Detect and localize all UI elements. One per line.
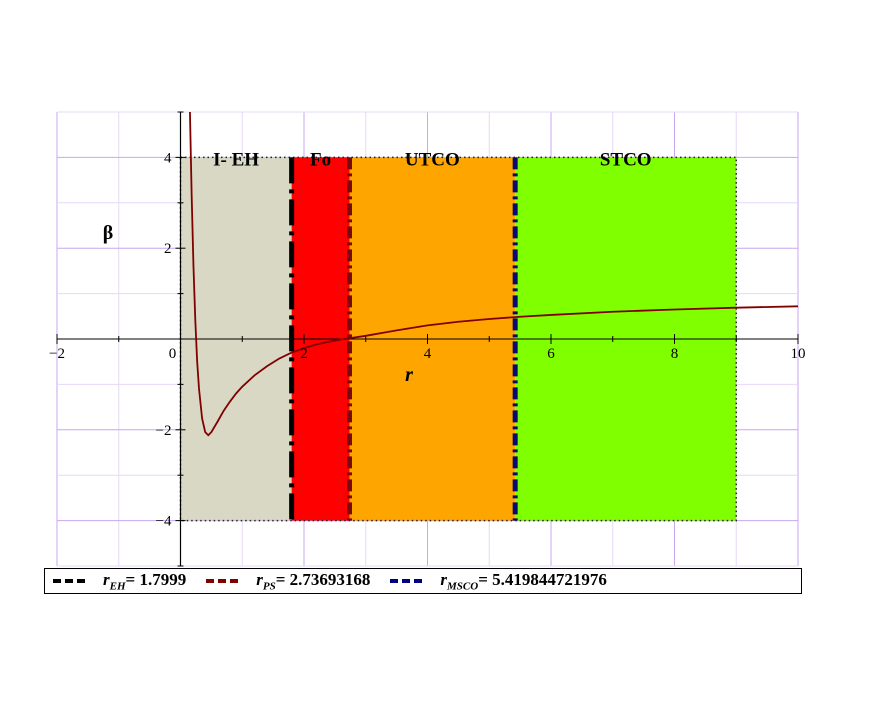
- legend-swatch-ps: [206, 578, 239, 583]
- axes: [56, 111, 799, 567]
- curve-layer: [189, 112, 798, 437]
- legend-label-eh: rEH= 1.7999: [103, 569, 187, 593]
- legend-item-ps: rPS= 2.73693168: [206, 570, 370, 592]
- y-tick-label: −4: [156, 514, 172, 530]
- x-tick-label: 8: [671, 346, 679, 362]
- x-tick-label: 10: [791, 346, 806, 362]
- legend-swatch-msco: [390, 578, 423, 583]
- x-axis-label: r: [405, 364, 413, 386]
- curve-line: [189, 112, 798, 437]
- x-tick-label: 6: [547, 346, 555, 362]
- y-tick-label: 2: [164, 241, 172, 257]
- region-label-2: UTCO: [405, 149, 460, 170]
- legend-label-msco: rMSCO= 5.419844721976: [440, 569, 607, 593]
- region-label-3: STCO: [600, 149, 652, 170]
- legend-swatch-eh: [53, 578, 85, 583]
- labels: −2 0 2 4 6 8 10 −4 −2 2 4 I- EH Fo UTCO STCO r β: [49, 149, 805, 529]
- y-axis-label: β: [103, 222, 114, 244]
- legend: rEH= 1.7999 rPS= 2.73693168 rMSCO= 5.419…: [44, 568, 802, 594]
- region-label-1: Fo: [310, 149, 331, 170]
- y-tick-label: −2: [156, 423, 172, 439]
- x-tick-label: −2: [49, 346, 65, 362]
- legend-item-eh: rEH= 1.7999: [53, 570, 186, 592]
- legend-item-msco: rMSCO= 5.419844721976: [390, 570, 607, 592]
- x-tick-label: 4: [424, 346, 432, 362]
- x-tick-label: 2: [300, 346, 308, 362]
- legend-label-ps: rPS= 2.73693168: [256, 569, 371, 593]
- y-tick-label: 4: [164, 150, 172, 166]
- region-label-0: I- EH: [213, 149, 259, 170]
- x-tick-label: 0: [169, 346, 177, 362]
